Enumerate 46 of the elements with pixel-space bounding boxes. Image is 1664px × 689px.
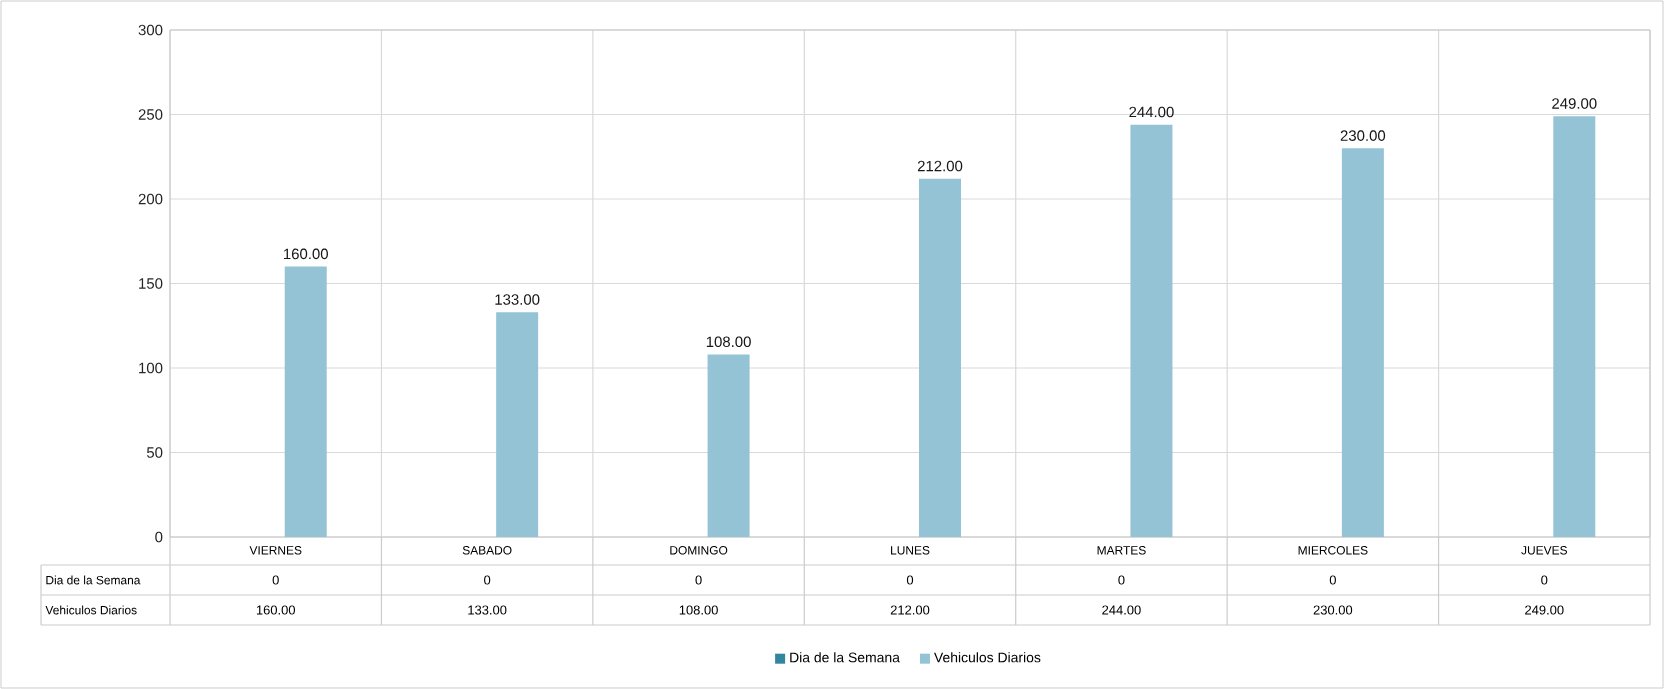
data-label: 108.00: [679, 605, 718, 615]
bar: [1553, 116, 1596, 537]
data-label: 0: [1118, 575, 1125, 585]
text: Dia de la Semana: [46, 575, 141, 585]
legend-label: Dia de la Semana: [790, 652, 900, 663]
data-label: 212.00: [890, 605, 930, 615]
x-tick-label: MIERCOLES: [1298, 546, 1368, 555]
text: Vehiculos Diarios: [45, 605, 137, 615]
x-tick-label: JUEVES: [1521, 546, 1568, 555]
text: 230.00: [1340, 130, 1386, 141]
data-label: 244.00: [1102, 605, 1141, 615]
text: 108.00: [706, 336, 751, 348]
bar: [707, 354, 750, 537]
bar: [1341, 148, 1384, 537]
bar: [1130, 124, 1173, 537]
y-tick-label: 300: [138, 24, 163, 36]
y-tick-label: 50: [146, 447, 163, 458]
legend-label: Vehiculos Diarios: [934, 652, 1041, 663]
text: 160.00: [283, 248, 328, 260]
y-tick-label: 200: [138, 193, 163, 205]
bar: [496, 312, 539, 537]
bar: [284, 266, 327, 537]
x-tick-label: MARTES: [1097, 546, 1146, 555]
data-label: 0: [1329, 575, 1336, 585]
data-label: 249.00: [1525, 605, 1564, 615]
x-tick-label: DOMINGO: [670, 546, 728, 555]
data-label: 160.00: [256, 605, 296, 615]
text: 249.00: [1552, 98, 1597, 109]
bar: [919, 178, 962, 537]
text: 244.00: [1129, 106, 1174, 118]
x-tick-label: SABADO: [462, 546, 512, 555]
x-tick-label: LUNES: [891, 546, 930, 555]
text: 133.00: [495, 294, 540, 305]
x-tick-label: VIERNES: [249, 546, 302, 555]
data-label: 0: [695, 575, 702, 585]
y-tick-label: 0: [155, 531, 163, 543]
data-label: 230.00: [1313, 605, 1353, 615]
y-tick-label: 100: [139, 362, 163, 374]
y-tick-label: 250: [138, 109, 163, 120]
data-label: 0: [906, 575, 914, 585]
data-label: 133.00: [468, 605, 507, 615]
data-label: 0: [484, 575, 491, 585]
text: 212.00: [917, 160, 963, 172]
y-tick-label: 150: [139, 278, 163, 289]
data-label: 0: [1541, 575, 1548, 585]
data-label: 0: [272, 575, 279, 585]
